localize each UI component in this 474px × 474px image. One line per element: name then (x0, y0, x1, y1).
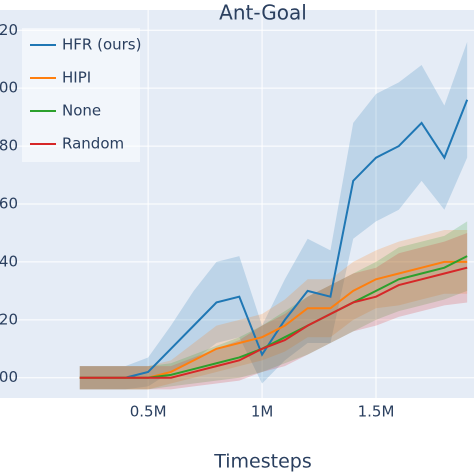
y-tick-label: 200 (0, 79, 18, 97)
legend-box (22, 28, 140, 162)
x-tick-label: 1.5M (358, 403, 395, 421)
grid (0, 10, 474, 398)
error-band (79, 230, 468, 390)
y-tick-label: 120 (0, 310, 18, 328)
error-band (79, 221, 468, 390)
y-tick-label: 220 (0, 21, 18, 39)
legend-label: None (62, 102, 101, 120)
legend-label: HIPI (62, 69, 91, 87)
error-band (79, 41, 468, 390)
legend: HFR (ours) HIPI None Random (22, 28, 141, 162)
legend-label: Random (62, 135, 124, 153)
x-tick-label: 1M (251, 403, 274, 421)
error-band (79, 232, 468, 390)
y-tick-label: 100 (0, 368, 18, 386)
series-line (79, 99, 469, 379)
series-line (79, 266, 468, 379)
legend-label: HFR (ours) (62, 36, 141, 54)
y-tick-label: 180 (0, 137, 18, 155)
y-tick-label: 140 (0, 252, 18, 270)
chart-title: Ant-Goal (219, 1, 307, 25)
x-tick-label: 0.5M (130, 403, 167, 421)
x-axis-label: Timesteps (213, 451, 312, 473)
y-tick-label: 160 (0, 195, 18, 213)
